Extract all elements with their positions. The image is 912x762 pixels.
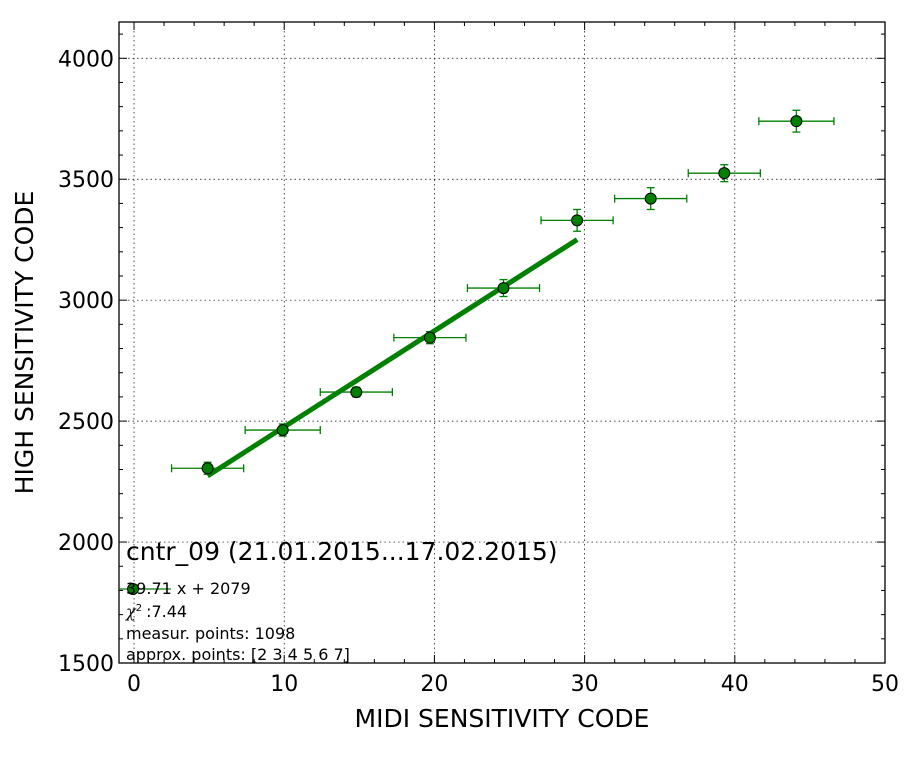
x-tick-label: 30 bbox=[571, 672, 599, 697]
data-marker bbox=[790, 115, 803, 128]
x-axis-label: MIDI SENSITIVITY CODE bbox=[355, 704, 650, 733]
x-tick-label: 20 bbox=[420, 672, 448, 697]
chi-squared-value: :7.44 bbox=[146, 602, 187, 621]
data-point bbox=[540, 208, 614, 232]
y-tick-label: 4000 bbox=[58, 47, 114, 72]
data-point bbox=[393, 330, 467, 345]
chart-title: cntr_09 (21.01.2015...17.02.2015) bbox=[126, 537, 558, 566]
chi-superscript: 2 bbox=[136, 603, 142, 614]
y-tick-label: 3000 bbox=[58, 289, 114, 314]
data-point bbox=[466, 278, 541, 298]
fit-line bbox=[206, 237, 579, 478]
fit-line-layer bbox=[206, 237, 579, 478]
measured-points-label: measur. points: 1098 bbox=[126, 624, 295, 643]
data-marker bbox=[644, 192, 657, 205]
fit-equation-label: 39.71 x + 2079 bbox=[126, 579, 251, 598]
chi-squared-label: χ2 :7.44 bbox=[125, 602, 187, 621]
y-tick-label: 1500 bbox=[58, 652, 114, 677]
data-point bbox=[758, 109, 835, 133]
data-point bbox=[613, 187, 688, 211]
data-point bbox=[319, 386, 394, 399]
y-tick-label: 2500 bbox=[58, 410, 114, 435]
data-marker bbox=[571, 214, 584, 227]
data-marker bbox=[201, 462, 214, 475]
y-tick-label: 2000 bbox=[58, 531, 114, 556]
data-point bbox=[170, 461, 245, 475]
data-marker bbox=[276, 424, 289, 437]
data-points-layer bbox=[170, 109, 835, 475]
plot-frame bbox=[118, 21, 886, 664]
data-marker bbox=[497, 282, 510, 295]
chi-symbol: χ bbox=[125, 602, 137, 621]
y-axis-label: HIGH SENSITIVITY CODE bbox=[10, 191, 39, 495]
approx-points-label: approx. points: [2 3 4 5 6 7] bbox=[126, 645, 350, 664]
x-tick-label: 40 bbox=[721, 672, 749, 697]
data-marker bbox=[718, 167, 731, 180]
x-tick-label: 50 bbox=[871, 672, 899, 697]
x-tick-label: 0 bbox=[127, 672, 141, 697]
tick-labels: 0 10 20 30 40 50 1500 2000 2500 3000 3500 4000 bbox=[58, 47, 899, 697]
legend-marker-sample bbox=[127, 583, 139, 595]
x-tick-label: 10 bbox=[270, 672, 298, 697]
data-point bbox=[244, 423, 321, 437]
data-point bbox=[687, 164, 761, 183]
axis-ticks bbox=[119, 22, 886, 664]
y-tick-label: 3500 bbox=[58, 168, 114, 193]
grid bbox=[119, 22, 886, 664]
data-marker bbox=[350, 386, 363, 399]
legend: 39.71 x + 2079 bbox=[119, 579, 251, 598]
data-marker bbox=[423, 331, 436, 344]
